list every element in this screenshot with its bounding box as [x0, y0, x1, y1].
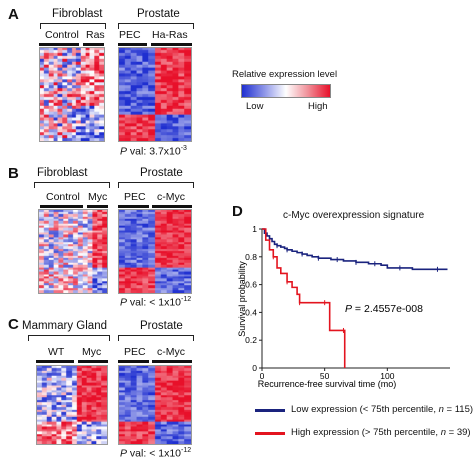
- survival-y-tick-label-3: 0.6: [245, 280, 257, 290]
- panel-c-right-sub-1: PEC: [124, 346, 146, 358]
- survival-y-label: Survival probability: [237, 261, 247, 337]
- panel-b-left-group: Fibroblast: [37, 167, 88, 179]
- panel-a-left-group: Fibroblast: [52, 8, 103, 20]
- color-legend-low: Low: [246, 101, 264, 112]
- survival-x-tick-label-0: 0: [260, 371, 265, 381]
- panel-b-left-bar-1: [40, 205, 83, 208]
- survival-y-tick-label-0: 0: [252, 363, 257, 373]
- survival-y-tick-label-4: 0.8: [245, 252, 257, 262]
- panel-b-right-bracket: [118, 182, 194, 188]
- panel-b-left-bar-2: [87, 205, 108, 208]
- survival-y-tick-label-1: 0.2: [245, 335, 257, 345]
- panel-a-left-bracket: [40, 23, 106, 29]
- survival-axes: 0 50 100 0 0.2 0.4 0.6 0.8 1: [245, 224, 450, 381]
- legend-swatch-low: [255, 409, 285, 412]
- color-legend-bar: [241, 84, 331, 98]
- panel-a-right-bar-1: [118, 43, 147, 46]
- panel-a-left-bar-1: [39, 43, 79, 46]
- panel-c-right-bar-2: [152, 360, 192, 363]
- panel-a-left-bar-2: [83, 43, 104, 46]
- panel-a-left-sub-2: Ras: [86, 29, 105, 41]
- survival-lines: [262, 228, 448, 368]
- legend-swatch-high: [255, 432, 285, 435]
- heatmap-a-fibroblast: [39, 47, 105, 142]
- panel-b-left-sub-1: Control: [46, 191, 80, 203]
- panel-a-right-bar-2: [151, 43, 192, 46]
- color-legend-high: High: [308, 101, 328, 112]
- panel-c-right-bar-1: [118, 360, 149, 363]
- panel-a-right-group: Prostate: [137, 8, 180, 20]
- survival-x-tick-label-2: 100: [380, 371, 394, 381]
- panel-letter-c: C: [8, 316, 19, 333]
- panel-c-left-sub-2: Myc: [82, 346, 102, 358]
- panel-b-left-bracket: [34, 182, 110, 188]
- panel-a-pvalue: P val: 3.7x10-3: [120, 145, 187, 158]
- color-legend-title: Relative expression level: [232, 69, 338, 80]
- survival-p-annotation: P = 2.4557e-008: [345, 303, 423, 315]
- panel-a-right-sub-2: Ha-Ras: [152, 29, 188, 41]
- panel-c-left-bracket: [28, 335, 110, 341]
- survival-y-tick-label-2: 0.4: [245, 307, 257, 317]
- panel-a-right-sub-1: PEC: [119, 29, 141, 41]
- heatmap-a-prostate: [118, 47, 192, 142]
- survival-chart-title: c-Myc overexpression signature: [283, 210, 425, 221]
- legend-label-high: High expression (> 75th percentile, n = …: [291, 427, 471, 438]
- panel-c-left-bar-1: [36, 360, 74, 363]
- survival-x-tick-label-1: 50: [320, 371, 330, 381]
- heatmap-b-fibroblast: [38, 209, 108, 294]
- survival-series-high: [262, 228, 346, 368]
- panel-letter-b: B: [8, 165, 19, 182]
- panel-c-right-sub-2: c-Myc: [157, 346, 185, 358]
- panel-c-left-sub-1: WT: [48, 346, 65, 358]
- panel-letter-d: D: [232, 203, 243, 220]
- panel-b-right-bar-1: [118, 205, 149, 208]
- legend-label-low: Low expression (< 75th percentile, n = 1…: [291, 404, 474, 415]
- panel-b-right-group: Prostate: [140, 167, 183, 179]
- survival-x-label: Recurrence-free survival time (mo): [258, 379, 397, 389]
- heatmap-c-prostate: [118, 365, 192, 445]
- heatmap-c-mammary: [36, 365, 108, 445]
- panel-a-left-sub-1: Control: [45, 29, 79, 41]
- panel-a-right-bracket: [118, 23, 194, 29]
- panel-letter-a: A: [8, 6, 19, 23]
- panel-c-left-group: Mammary Gland: [22, 320, 107, 332]
- survival-y-tick-label-5: 1: [252, 224, 257, 234]
- panel-c-right-bracket: [118, 335, 194, 341]
- survival-series-low: [262, 228, 448, 271]
- panel-c-left-bar-2: [78, 360, 108, 363]
- heatmap-b-prostate: [118, 209, 192, 294]
- panel-b-pvalue: P val: < 1x10-12: [120, 296, 192, 309]
- panel-c-right-group: Prostate: [140, 320, 183, 332]
- panel-b-right-sub-1: PEC: [124, 191, 146, 203]
- panel-c-pvalue: P val: < 1x10-12: [120, 447, 192, 460]
- panel-b-right-sub-2: c-Myc: [157, 191, 185, 203]
- panel-b-left-sub-2: Myc: [88, 191, 108, 203]
- panel-b-right-bar-2: [152, 205, 192, 208]
